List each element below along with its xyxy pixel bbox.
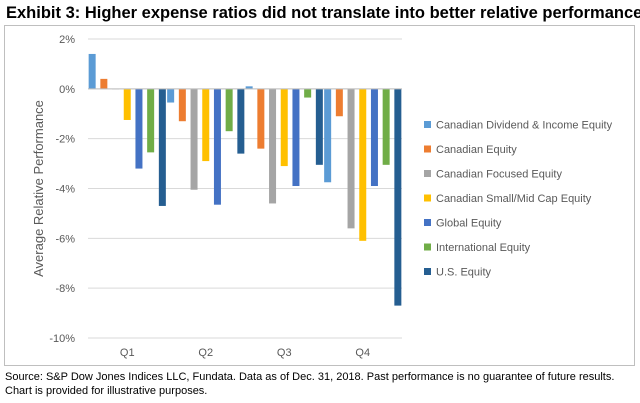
y-tick-label: -10% bbox=[49, 333, 75, 345]
bar-q1-series-1 bbox=[100, 78, 108, 89]
bar-q3-series-5 bbox=[304, 88, 312, 98]
bar-q3-series-3 bbox=[280, 88, 288, 167]
x-tick-labels: Q1 Q2 Q3 Q4 bbox=[120, 347, 370, 359]
legend-swatch bbox=[424, 121, 431, 128]
x-tick-label: Q1 bbox=[120, 347, 135, 359]
bar-q4-series-1 bbox=[335, 88, 343, 117]
y-tick-label: 2% bbox=[59, 34, 75, 46]
legend-swatch bbox=[424, 243, 431, 251]
y-tick-label: -4% bbox=[55, 184, 75, 196]
bar-q1-series-5 bbox=[147, 88, 155, 153]
legend-swatch bbox=[424, 145, 431, 153]
y-tick-labels: 2% 0% -2% -4% -6% -8% -10% bbox=[49, 34, 75, 345]
legend: Canadian Dividend & Income Equity Canadia… bbox=[424, 120, 613, 279]
bar-q4-series-2 bbox=[347, 88, 355, 229]
bar-q2-series-4 bbox=[213, 88, 221, 205]
legend-label: International Equity bbox=[436, 242, 531, 254]
legend-label: Canadian Small/Mid Cap Equity bbox=[436, 193, 592, 205]
bar-q3-series-0 bbox=[245, 86, 253, 89]
bar-q3-series-2 bbox=[269, 88, 277, 204]
bar-q2-series-6 bbox=[237, 88, 245, 154]
legend-swatch bbox=[424, 268, 431, 275]
bar-q3-series-1 bbox=[257, 88, 265, 149]
bar-q1-series-6 bbox=[158, 88, 166, 206]
legend-label: Global Equity bbox=[436, 218, 502, 230]
source-footnote: Source: S&P Dow Jones Indices LLC, Funda… bbox=[5, 370, 637, 398]
bar-q2-series-5 bbox=[225, 88, 233, 132]
y-axis-label: Average Relative Performance bbox=[31, 100, 46, 277]
legend-swatch bbox=[424, 170, 431, 177]
legend-swatch bbox=[424, 194, 431, 202]
bar-q4-series-3 bbox=[359, 88, 367, 241]
x-tick-label: Q3 bbox=[277, 347, 292, 359]
bar-chart: 2% 0% -2% -4% -6% -8% -10% Q1 Q2 Q3 Q4 Average Re… bbox=[31, 34, 613, 359]
x-tick-label: Q4 bbox=[355, 347, 370, 359]
legend-swatch bbox=[424, 219, 431, 226]
y-tick-label: -8% bbox=[55, 283, 75, 295]
footnote-line-2: Chart is provided for illustrative purpo… bbox=[5, 385, 208, 397]
y-tick-label: -2% bbox=[55, 134, 75, 146]
bars bbox=[88, 53, 402, 306]
y-tick-label: -6% bbox=[55, 233, 75, 245]
legend-label: Canadian Dividend & Income Equity bbox=[436, 120, 613, 132]
gridlines bbox=[88, 38, 402, 339]
bar-q4-series-0 bbox=[324, 88, 332, 183]
bar-q2-series-2 bbox=[190, 88, 198, 190]
legend-label: Canadian Equity bbox=[436, 144, 517, 156]
y-axis-label-group: Average Relative Performance bbox=[31, 100, 46, 277]
bar-q4-series-6 bbox=[394, 88, 402, 306]
bar-q1-series-0 bbox=[88, 53, 96, 89]
legend-label: Canadian Focused Equity bbox=[436, 169, 562, 181]
chart-area: 2% 0% -2% -4% -6% -8% -10% Q1 Q2 Q3 Q4 Average Re… bbox=[4, 25, 635, 366]
bar-q3-series-4 bbox=[292, 88, 300, 187]
bar-q1-series-4 bbox=[135, 88, 143, 169]
bar-q4-series-5 bbox=[382, 88, 390, 165]
bar-q1-series-3 bbox=[123, 88, 131, 120]
bar-q2-series-3 bbox=[202, 88, 210, 162]
bar-q3-series-6 bbox=[315, 88, 323, 165]
bar-q2-series-1 bbox=[178, 88, 186, 122]
bar-q2-series-0 bbox=[167, 88, 175, 103]
y-tick-label: 0% bbox=[59, 84, 75, 96]
chart-title: Exhibit 3: Higher expense ratios did not… bbox=[6, 4, 640, 22]
legend-label: U.S. Equity bbox=[436, 267, 492, 279]
footnote-line-1: Source: S&P Dow Jones Indices LLC, Funda… bbox=[5, 371, 615, 383]
bar-q4-series-4 bbox=[370, 88, 378, 187]
x-tick-label: Q2 bbox=[198, 347, 213, 359]
